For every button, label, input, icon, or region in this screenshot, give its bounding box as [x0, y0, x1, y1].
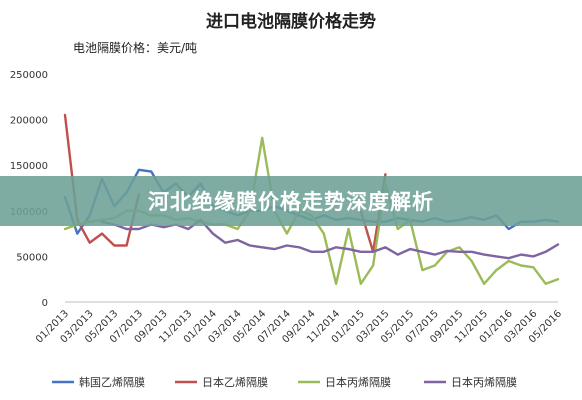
- chart-subtitle: 电池隔膜价格：美元/吨: [73, 40, 197, 55]
- legend-label: 韩国乙烯隔膜: [79, 375, 145, 389]
- y-tick-label: 200000: [10, 116, 48, 127]
- chart-title: 进口电池隔膜价格走势: [206, 11, 376, 32]
- title-banner: [0, 176, 582, 226]
- y-tick-label: 150000: [10, 161, 48, 172]
- y-tick-label: 0: [42, 298, 48, 309]
- legend-label: 日本乙烯隔膜: [202, 375, 268, 389]
- y-tick-label: 250000: [10, 70, 48, 81]
- legend: 韩国乙烯隔膜 日本乙烯隔膜 日本丙烯隔膜 日本丙烯隔膜: [52, 375, 517, 389]
- x-axis: 01/201303/201305/201307/201309/201311/20…: [34, 301, 564, 345]
- legend-label: 日本丙烯隔膜: [451, 375, 517, 389]
- legend-label: 日本丙烯隔膜: [325, 375, 391, 389]
- y-tick-label: 50000: [16, 252, 48, 263]
- banner-title: 河北绝缘膜价格走势深度解析: [148, 190, 434, 214]
